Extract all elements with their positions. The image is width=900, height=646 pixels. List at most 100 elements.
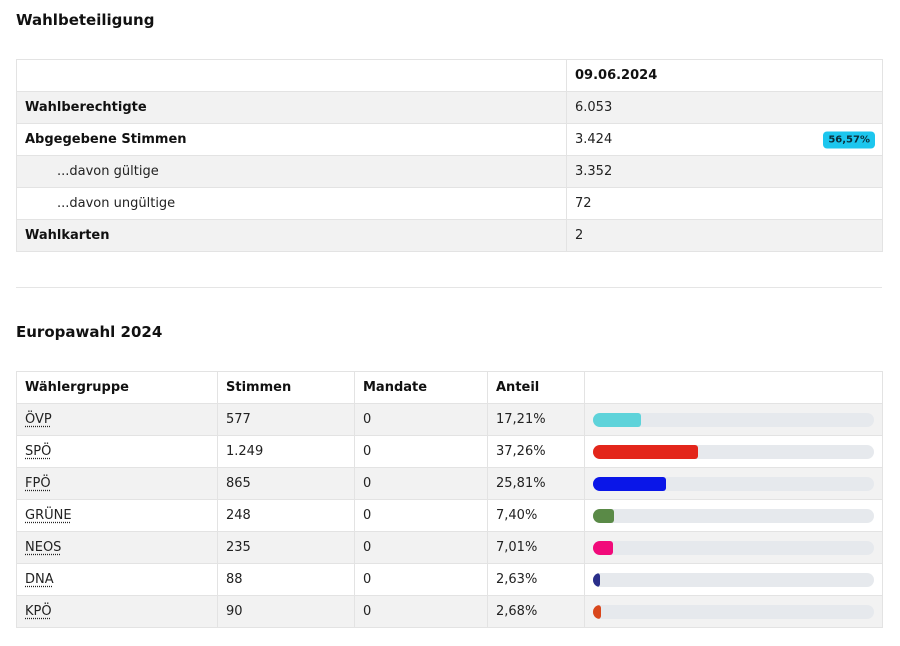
- seats-cell: 0: [354, 531, 488, 564]
- table-row: DNA 88 0 2,63%: [16, 563, 883, 596]
- table-row: SPÖ 1.249 0 37,26%: [16, 435, 883, 468]
- share-cell: 7,40%: [487, 499, 585, 532]
- share-bar-cell: [584, 531, 883, 564]
- turnout-header-empty: [16, 59, 567, 92]
- votes-cell: 865: [217, 467, 355, 500]
- table-row: GRÜNE 248 0 7,40%: [16, 499, 883, 532]
- results-header-row: Wählergruppe Stimmen Mandate Anteil: [16, 371, 883, 404]
- turnout-label: ...davon ungültige: [16, 187, 567, 220]
- turnout-row: Wahlberechtigte 6.053: [16, 91, 883, 124]
- party-name[interactable]: SPÖ: [25, 444, 52, 459]
- turnout-label: Abgegebene Stimmen: [16, 123, 567, 156]
- seats-value: 0: [363, 572, 372, 587]
- share-bar-fill: [593, 604, 601, 619]
- votes-cell: 235: [217, 531, 355, 564]
- party-name[interactable]: FPÖ: [25, 476, 51, 491]
- share-value: 7,40%: [496, 508, 538, 523]
- share-bar-track: [593, 444, 874, 459]
- party-name[interactable]: DNA: [25, 572, 54, 587]
- votes-cell: 1.249: [217, 435, 355, 468]
- turnout-value: 6.053: [566, 91, 883, 124]
- share-bar-track: [593, 572, 874, 587]
- share-bar-track: [593, 604, 874, 619]
- table-row: KPÖ 90 0 2,68%: [16, 595, 883, 628]
- table-row: ÖVP 577 0 17,21%: [16, 403, 883, 436]
- share-bar-fill: [593, 412, 642, 427]
- results-table: Wählergruppe Stimmen Mandate Anteil ÖVP 5…: [16, 371, 883, 628]
- votes-value: 865: [226, 476, 251, 491]
- header-seats: Mandate: [354, 371, 488, 404]
- party-cell: GRÜNE: [16, 499, 218, 532]
- party-name[interactable]: ÖVP: [25, 412, 52, 427]
- votes-value: 90: [226, 604, 243, 619]
- party-cell: SPÖ: [16, 435, 218, 468]
- share-cell: 2,63%: [487, 563, 585, 596]
- seats-value: 0: [363, 540, 372, 555]
- votes-value: 1.249: [226, 444, 264, 459]
- turnout-row: Abgegebene Stimmen 3.424 56,57%: [16, 123, 883, 156]
- share-bar-track: [593, 412, 874, 427]
- turnout-row: Wahlkarten 2: [16, 219, 883, 252]
- share-cell: 2,68%: [487, 595, 585, 628]
- share-bar-cell: [584, 403, 883, 436]
- seats-value: 0: [363, 604, 372, 619]
- results-title: Europawahl 2024: [16, 323, 163, 341]
- share-bar-cell: [584, 467, 883, 500]
- share-bar-cell: [584, 435, 883, 468]
- header-votes: Stimmen: [217, 371, 355, 404]
- share-bar-track: [593, 540, 874, 555]
- turnout-row: ...davon ungültige 72: [16, 187, 883, 220]
- results-body: ÖVP 577 0 17,21% SPÖ 1.249 0 37,26% FPÖ 865 0 25,81…: [16, 403, 883, 628]
- seats-value: 0: [363, 508, 372, 523]
- share-value: 2,68%: [496, 604, 538, 619]
- seats-cell: 0: [354, 499, 488, 532]
- share-value: 25,81%: [496, 476, 546, 491]
- seats-cell: 0: [354, 403, 488, 436]
- share-bar-fill: [593, 572, 601, 587]
- seats-value: 0: [363, 476, 372, 491]
- turnout-label: ...davon gültige: [16, 155, 567, 188]
- seats-value: 0: [363, 412, 372, 427]
- seats-cell: 0: [354, 435, 488, 468]
- turnout-percentage-badge: 56,57%: [823, 131, 875, 148]
- turnout-row: ...davon gültige 3.352: [16, 155, 883, 188]
- votes-value: 235: [226, 540, 251, 555]
- turnout-label: Wahlkarten: [16, 219, 567, 252]
- votes-cell: 577: [217, 403, 355, 436]
- turnout-title: Wahlbeteiligung: [16, 11, 155, 29]
- table-row: NEOS 235 0 7,01%: [16, 531, 883, 564]
- votes-cell: 248: [217, 499, 355, 532]
- turnout-value: 2: [566, 219, 883, 252]
- share-bar-cell: [584, 563, 883, 596]
- turnout-date: 09.06.2024: [566, 59, 883, 92]
- votes-cell: 90: [217, 595, 355, 628]
- share-bar-fill: [593, 508, 614, 523]
- votes-value: 88: [226, 572, 243, 587]
- party-name[interactable]: GRÜNE: [25, 508, 72, 523]
- seats-cell: 0: [354, 563, 488, 596]
- party-name[interactable]: KPÖ: [25, 604, 52, 619]
- share-value: 37,26%: [496, 444, 546, 459]
- party-name[interactable]: NEOS: [25, 540, 62, 555]
- share-value: 7,01%: [496, 540, 538, 555]
- party-cell: NEOS: [16, 531, 218, 564]
- turnout-table: 09.06.2024 Wahlberechtigte 6.053 Abgegeb…: [16, 59, 883, 252]
- votes-cell: 88: [217, 563, 355, 596]
- share-bar-fill: [593, 476, 666, 491]
- section-divider: [16, 287, 882, 288]
- turnout-value: 72: [566, 187, 883, 220]
- table-row: FPÖ 865 0 25,81%: [16, 467, 883, 500]
- share-bar-cell: [584, 499, 883, 532]
- votes-value: 577: [226, 412, 251, 427]
- turnout-value-cell: 3.424 56,57%: [566, 123, 883, 156]
- share-bar-track: [593, 476, 874, 491]
- party-cell: ÖVP: [16, 403, 218, 436]
- share-value: 17,21%: [496, 412, 546, 427]
- party-cell: FPÖ: [16, 467, 218, 500]
- header-party: Wählergruppe: [16, 371, 218, 404]
- share-bar-cell: [584, 595, 883, 628]
- turnout-label: Wahlberechtigte: [16, 91, 567, 124]
- turnout-header-row: 09.06.2024: [16, 59, 883, 92]
- header-bar: [584, 371, 883, 404]
